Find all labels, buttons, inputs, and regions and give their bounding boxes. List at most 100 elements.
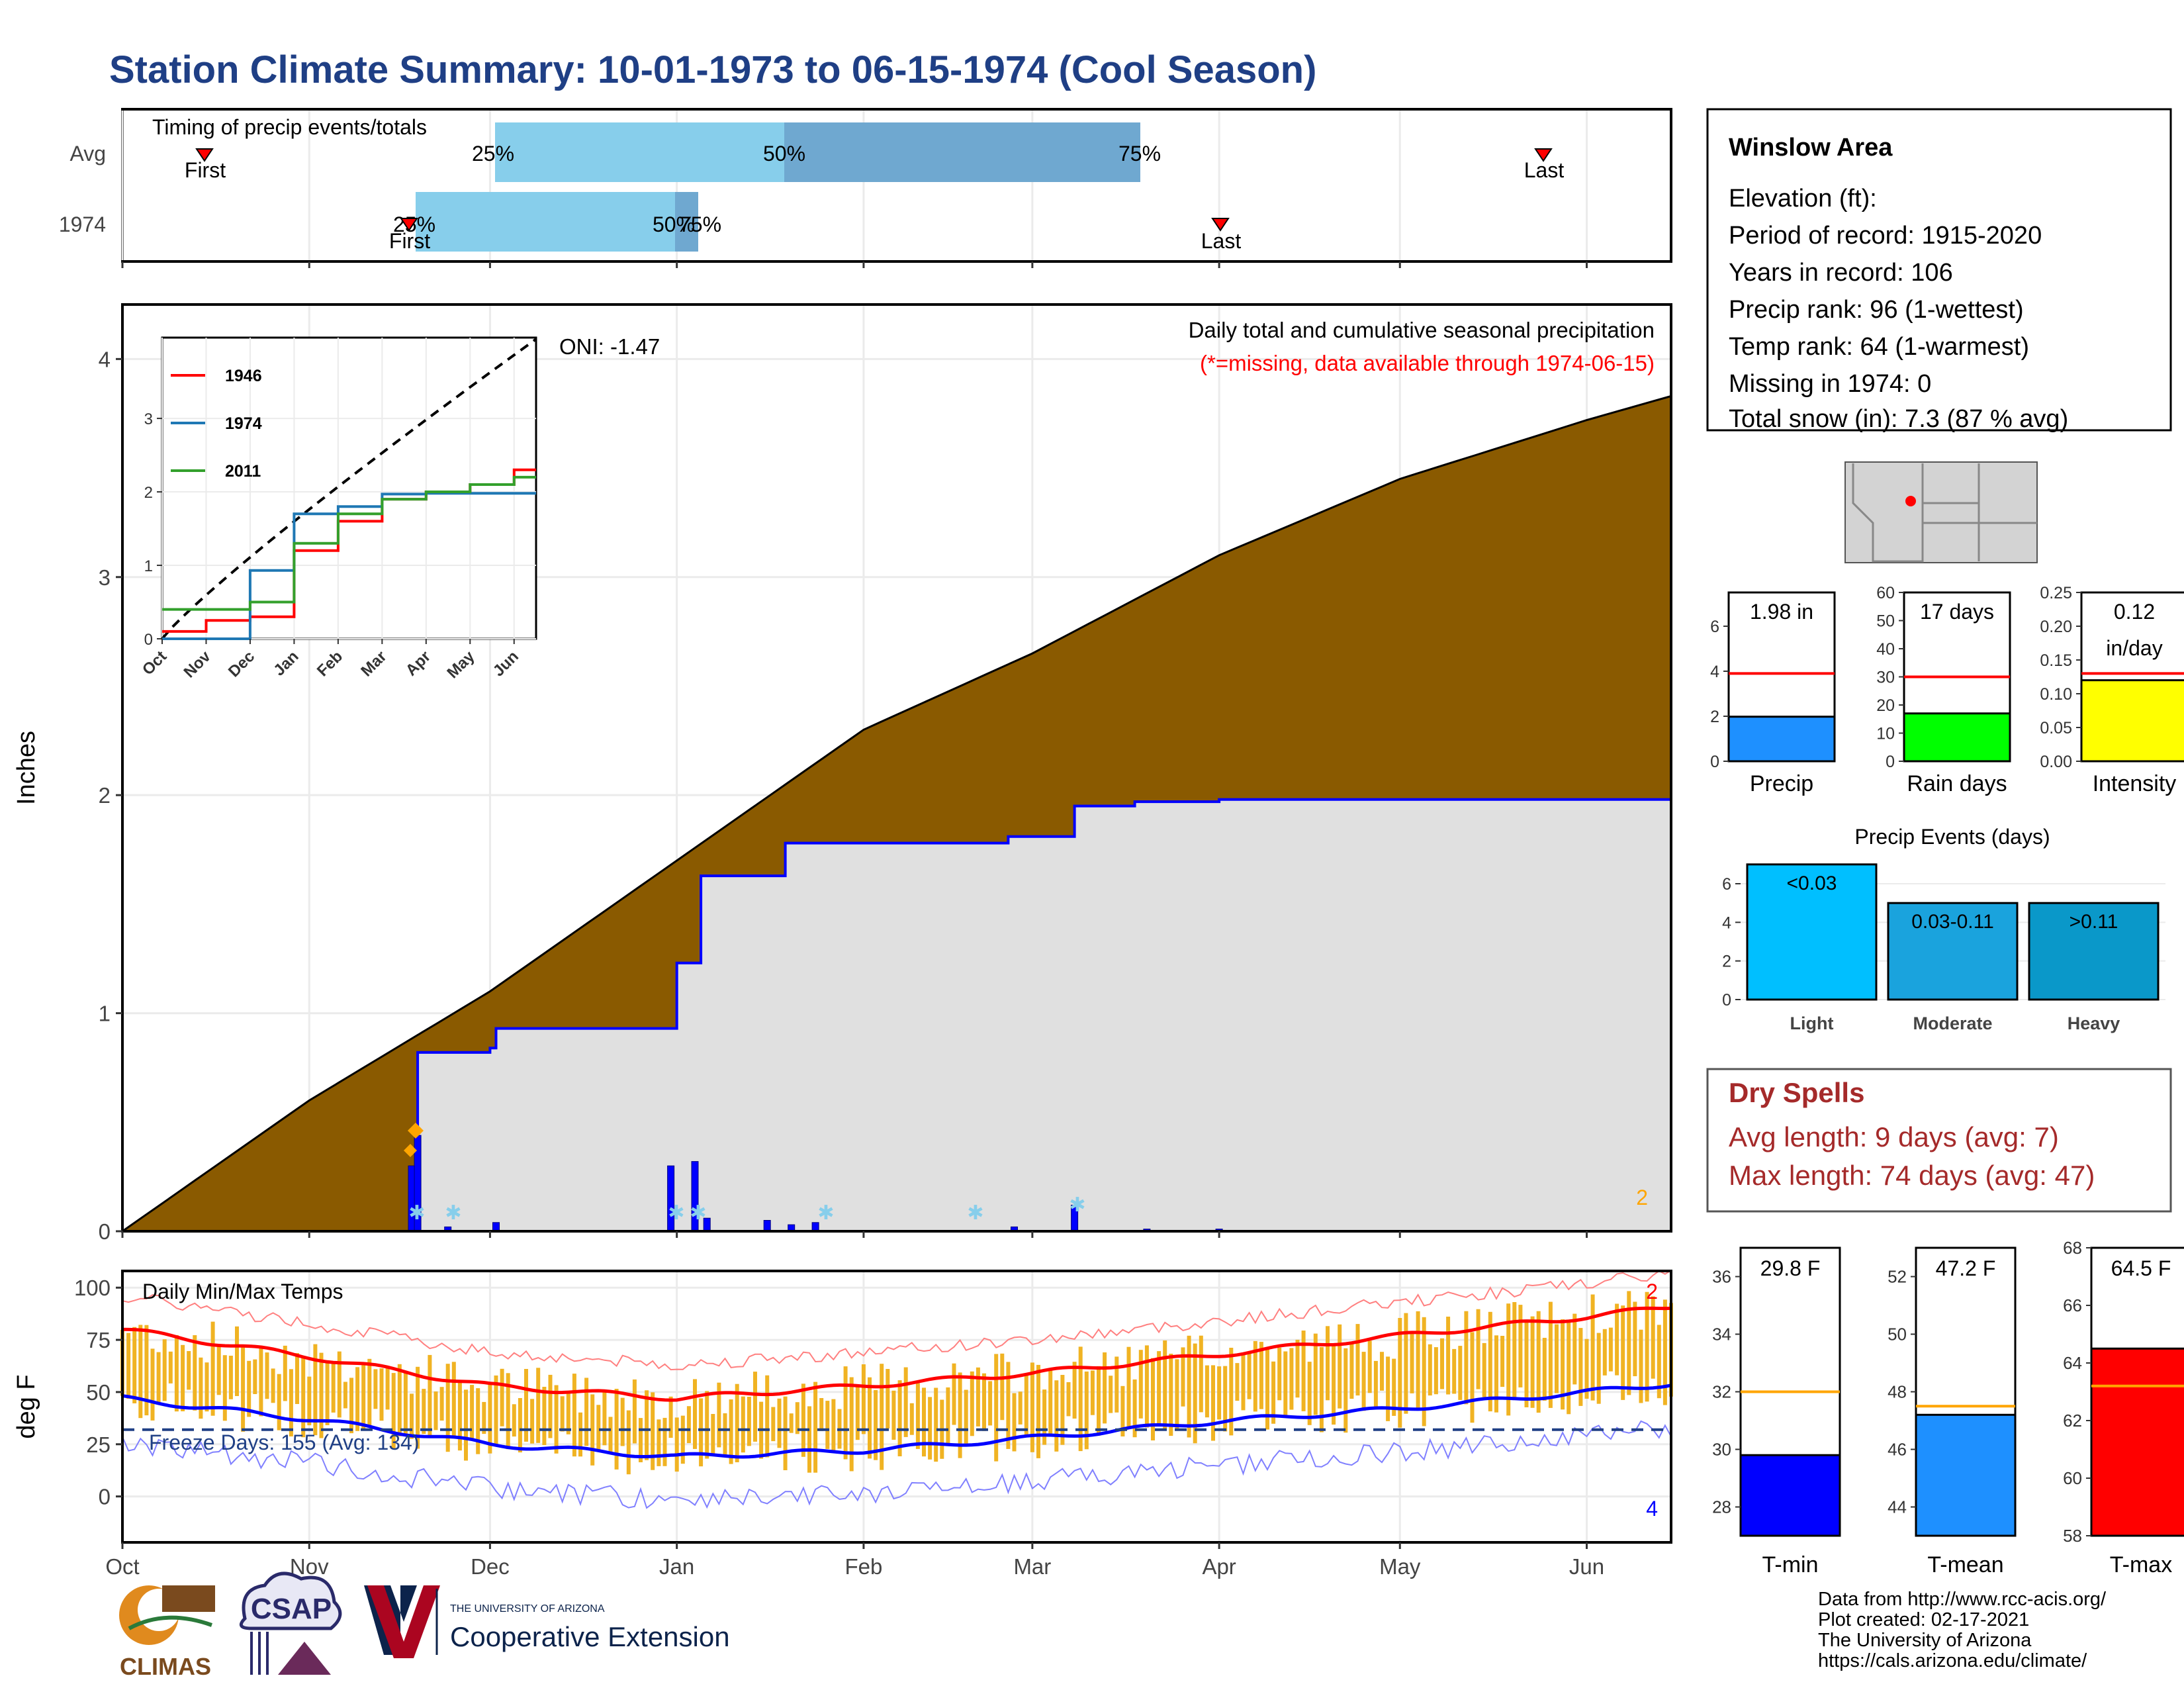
- daily-temp-bar: [397, 1364, 402, 1436]
- daily-temp-bar: [982, 1373, 986, 1431]
- daily-temp-bar: [807, 1406, 811, 1473]
- daily-temp-bar: [1241, 1353, 1246, 1411]
- daily-temp-bar: [156, 1352, 161, 1405]
- daily-temp-bar: [1332, 1344, 1336, 1425]
- daily-temp-bar: [187, 1351, 191, 1390]
- daily-temp-bar: [614, 1389, 619, 1470]
- daily-temp-bar: [934, 1387, 938, 1462]
- y-tick-label: 50: [86, 1380, 111, 1405]
- mini-chart-tick-label: 0.10: [2040, 685, 2072, 704]
- precip-events-title: Precip Events (days): [1854, 825, 2050, 849]
- inset-series-line: [162, 475, 536, 611]
- temp-summary-tick-label: 28: [1712, 1497, 1731, 1517]
- daily-temp-bar: [1349, 1341, 1354, 1399]
- daily-temp-bar: [783, 1396, 788, 1470]
- daily-temp-bar: [1253, 1340, 1257, 1412]
- daily-temp-bar: [1343, 1348, 1348, 1433]
- inset-avg-line: [161, 338, 537, 640]
- daily-temp-bar: [391, 1373, 396, 1449]
- timing-panel: Timing of precip events/totals Avg 1974 …: [59, 108, 1672, 268]
- daily-temp-bar: [1373, 1360, 1378, 1407]
- daily-temp-bar: [880, 1364, 884, 1470]
- daily-temp-bar: [277, 1374, 281, 1430]
- y-tick-label: 4: [1722, 914, 1731, 932]
- daily-temp-bar: [216, 1346, 221, 1395]
- daily-temp-bar: [349, 1378, 353, 1434]
- timing-avg-q25: 25%: [472, 142, 514, 165]
- daily-temp-bar: [868, 1377, 872, 1459]
- temp-summary-value: 29.8 F: [1760, 1256, 1821, 1280]
- temp-summary-tick-label: 64: [2063, 1353, 2082, 1373]
- daily-temp-bar: [1428, 1344, 1432, 1396]
- daily-temp-bar: [1361, 1352, 1366, 1411]
- daily-temp-bar: [210, 1321, 215, 1416]
- daily-temp-bar: [1103, 1352, 1107, 1424]
- legend-label: 1974: [225, 414, 262, 433]
- daily-temp-bar: [464, 1389, 468, 1461]
- daily-temp-bar: [1367, 1340, 1372, 1393]
- daily-temp-bar: [1398, 1318, 1402, 1428]
- daily-temp-bar: [1066, 1382, 1071, 1417]
- daily-temp-bar: [970, 1371, 974, 1436]
- mini-chart-tick-label: 60: [1876, 584, 1895, 602]
- x-tick-label: Oct: [105, 1554, 139, 1579]
- daily-temp-bar: [1602, 1329, 1607, 1376]
- daily-temp-bar: [1205, 1365, 1209, 1418]
- mini-chart-tick-label: 0: [1710, 753, 1719, 771]
- daily-temp-bar: [1578, 1328, 1583, 1406]
- daily-temp-bar: [536, 1368, 541, 1443]
- daily-temp-bar: [343, 1382, 347, 1409]
- daily-temp-bar: [1115, 1356, 1119, 1413]
- season-summary-bars: 1.98 in 0 2 4 6 Precip 17 days 0 10 20 30 40 50 60 Rai…: [1710, 584, 2184, 796]
- snow-markers: ✱ ✱ ✱ ✱ ✱ ✱ ✱: [408, 1194, 1085, 1224]
- timing-1974-q75: 75%: [679, 212, 721, 236]
- inset-y-tick-label: 2: [144, 484, 153, 502]
- daily-temp-bar: [1319, 1346, 1324, 1432]
- mini-chart-value: 1.98 in: [1750, 600, 1813, 624]
- daily-temp-bar: [843, 1366, 848, 1460]
- record-min-envelope: [122, 1420, 1672, 1509]
- daily-temp-bar: [181, 1344, 185, 1411]
- daily-temp-bar: [1126, 1346, 1131, 1427]
- mini-chart-bar: [2080, 679, 2184, 763]
- legend-label: 2011: [225, 462, 261, 481]
- climas-logo: CLIMAS: [119, 1585, 215, 1680]
- x-tick-label: May: [1379, 1554, 1421, 1579]
- temp-panel-title: Daily Min/Max Temps: [142, 1280, 343, 1303]
- temp-summary-tick-label: 44: [1888, 1497, 1907, 1517]
- mini-chart-tick-label: 0.15: [2040, 651, 2072, 670]
- daily-temp-bar: [964, 1389, 968, 1444]
- precip-event-bar: [2028, 902, 2160, 1001]
- climas-logo-text: CLIMAS: [120, 1653, 211, 1680]
- daily-temp-bar: [1524, 1322, 1529, 1407]
- daily-temp-bar: [1265, 1348, 1269, 1430]
- daily-temp-bar: [1380, 1352, 1384, 1391]
- mini-chart-tick-label: 0: [1886, 753, 1895, 771]
- daily-temp-bar: [379, 1368, 384, 1421]
- daily-temp-bar: [1120, 1385, 1125, 1436]
- precip-event-label: >0.11: [2070, 911, 2118, 933]
- temp-summary-tick-label: 32: [1712, 1382, 1731, 1402]
- mini-chart-tick-label: 0.00: [2040, 753, 2072, 771]
- precip-panel: ✱ ✱ ✱ ✱ ✱ ✱ ✱ 0 1 2 3 4 Inches Daily total a…: [13, 303, 1672, 1244]
- station-years: Years in record: 106: [1729, 259, 1953, 287]
- timing-1974-q25: 25%: [393, 212, 435, 236]
- x-tick-label: Jun: [1569, 1554, 1604, 1579]
- daily-temp-bar: [1386, 1356, 1390, 1421]
- daily-temp-bar: [1157, 1351, 1161, 1425]
- timing-avg-q75: 75%: [1118, 142, 1161, 165]
- temp-summary-tick-label: 68: [2063, 1238, 2082, 1258]
- daily-temp-bar: [1006, 1362, 1011, 1449]
- temp-ylabel: deg F: [13, 1374, 40, 1438]
- daily-temp-bar: [1187, 1335, 1191, 1438]
- daily-temp-bar: [1072, 1362, 1077, 1419]
- daily-temp-bar: [1060, 1375, 1065, 1445]
- daily-temp-bar: [1470, 1332, 1475, 1423]
- daily-temp-bar: [1090, 1370, 1095, 1415]
- daily-temp-bar: [1404, 1313, 1408, 1414]
- mini-chart-tick-label: 50: [1876, 612, 1895, 631]
- inset-y-tick-label: 3: [144, 410, 153, 428]
- daily-temp-bar: [946, 1387, 950, 1444]
- mini-chart-value-unit: in/day: [2106, 636, 2162, 660]
- daily-temp-bar: [789, 1413, 794, 1433]
